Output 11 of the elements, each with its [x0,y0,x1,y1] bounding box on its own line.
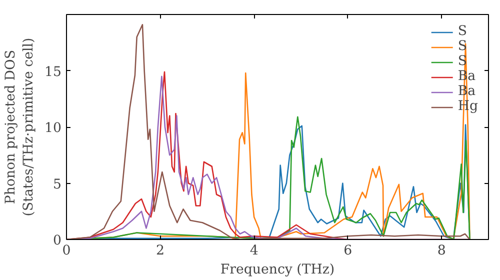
x-tick-label: 2 [156,244,165,258]
x-axis-title: Frequency (THz) [220,262,335,278]
x-tick-label: 8 [437,244,446,258]
y-axis-title: Phonon projected DOS (States/THz·primitive cell) [4,38,37,216]
legend-label: S [458,24,468,39]
x-tick-label: 6 [344,244,352,258]
x-tick-label: 4 [250,244,258,258]
y-tick-label: 15 [44,64,62,80]
y-tick-label: 10 [44,121,62,136]
y-tick-label: 5 [53,177,62,192]
y-tick-label: 0 [53,234,62,248]
